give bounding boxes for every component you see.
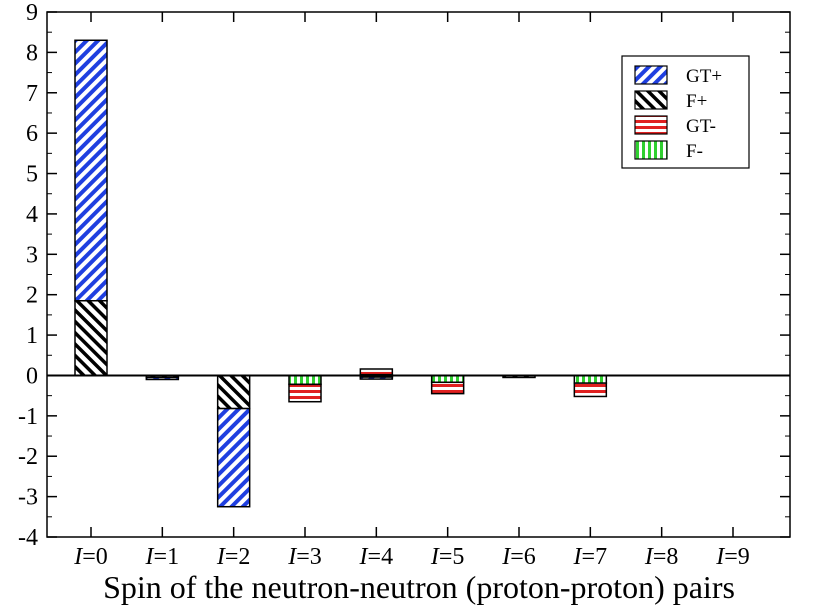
- x-tick-variable: I: [145, 544, 155, 570]
- x-tick-value: =2: [225, 544, 251, 570]
- y-tick-label: 7: [26, 81, 38, 107]
- bar-gtplus-I2: [216, 407, 251, 508]
- bar-fplus-I2: [216, 374, 251, 410]
- bar-gtplus-I1: [145, 376, 180, 381]
- x-tick-label: I=2: [216, 544, 251, 570]
- y-tick-label: 6: [26, 121, 38, 147]
- y-tick-label: 4: [26, 202, 38, 228]
- bar-gtminus-I4: [359, 368, 394, 376]
- bar-fminus-I5: [430, 374, 465, 384]
- x-tick-value: =5: [439, 544, 465, 570]
- x-tick-label: I=6: [501, 544, 536, 570]
- y-tick-label: 1: [26, 323, 38, 349]
- legend: GT+ F+ GT- F-: [621, 55, 750, 169]
- x-tick-label: I=7: [573, 544, 608, 570]
- x-tick-variable: I: [287, 544, 297, 570]
- x-tick-variable: I: [430, 544, 440, 570]
- x-tick-value: =1: [154, 544, 180, 570]
- legend-swatch-gtminus: [634, 115, 668, 135]
- legend-swatch-fminus: [634, 140, 668, 160]
- bar-fminus-I3: [288, 374, 322, 386]
- y-tick-label: -2: [18, 444, 38, 470]
- y-tick-label: -4: [18, 525, 38, 551]
- x-tick-value: =3: [296, 544, 322, 570]
- bar-gtminus-I7: [573, 382, 608, 398]
- x-tick-label: I=8: [644, 544, 679, 570]
- x-tick-variable: I: [359, 544, 369, 570]
- legend-swatch-fplus: [634, 90, 668, 110]
- x-tick-variable: I: [73, 544, 83, 570]
- bar-fplus-I0: [74, 300, 108, 377]
- legend-label-fminus: F-: [686, 141, 703, 162]
- bar-gtminus-I3: [288, 383, 322, 403]
- x-tick-value: =0: [82, 544, 108, 570]
- x-tick-label: I=3: [287, 544, 322, 570]
- y-tick-label: 8: [26, 40, 38, 66]
- legend-swatch-gtplus: [634, 65, 668, 85]
- x-tick-variable: I: [216, 544, 226, 570]
- x-tick-value: =7: [582, 544, 608, 570]
- bar-gtplus-I0: [74, 39, 108, 302]
- y-tick-label: 3: [26, 242, 38, 268]
- y-tick-label: -3: [18, 485, 38, 511]
- y-tick-label: 2: [26, 283, 38, 309]
- x-tick-variable: I: [501, 544, 511, 570]
- legend-label-gtplus: GT+: [686, 66, 722, 87]
- bar-gtminus-I5: [430, 381, 465, 395]
- x-axis-title: Spin of the neutron-neutron (proton-prot…: [103, 569, 735, 605]
- x-tick-value: =6: [510, 544, 536, 570]
- bar-fminus-I7: [573, 374, 608, 384]
- legend-label-gtminus: GT-: [686, 116, 716, 137]
- x-tick-value: =8: [653, 544, 679, 570]
- x-tick-label: I=4: [359, 544, 394, 570]
- x-tick-variable: I: [715, 544, 725, 570]
- legend-label-fplus: F+: [686, 91, 707, 112]
- y-tick-label: 9: [26, 0, 38, 26]
- x-tick-label: I=9: [715, 544, 750, 570]
- x-tick-label: I=5: [430, 544, 465, 570]
- x-tick-value: =4: [368, 544, 394, 570]
- y-tick-label: 0: [26, 363, 38, 389]
- x-tick-value: =9: [724, 544, 750, 570]
- x-tick-label: I=0: [73, 544, 108, 570]
- x-tick-label: I=1: [145, 544, 180, 570]
- x-tick-variable: I: [573, 544, 583, 570]
- y-tick-label: 5: [26, 162, 38, 188]
- x-tick-variable: I: [644, 544, 654, 570]
- y-tick-label: -1: [18, 404, 38, 430]
